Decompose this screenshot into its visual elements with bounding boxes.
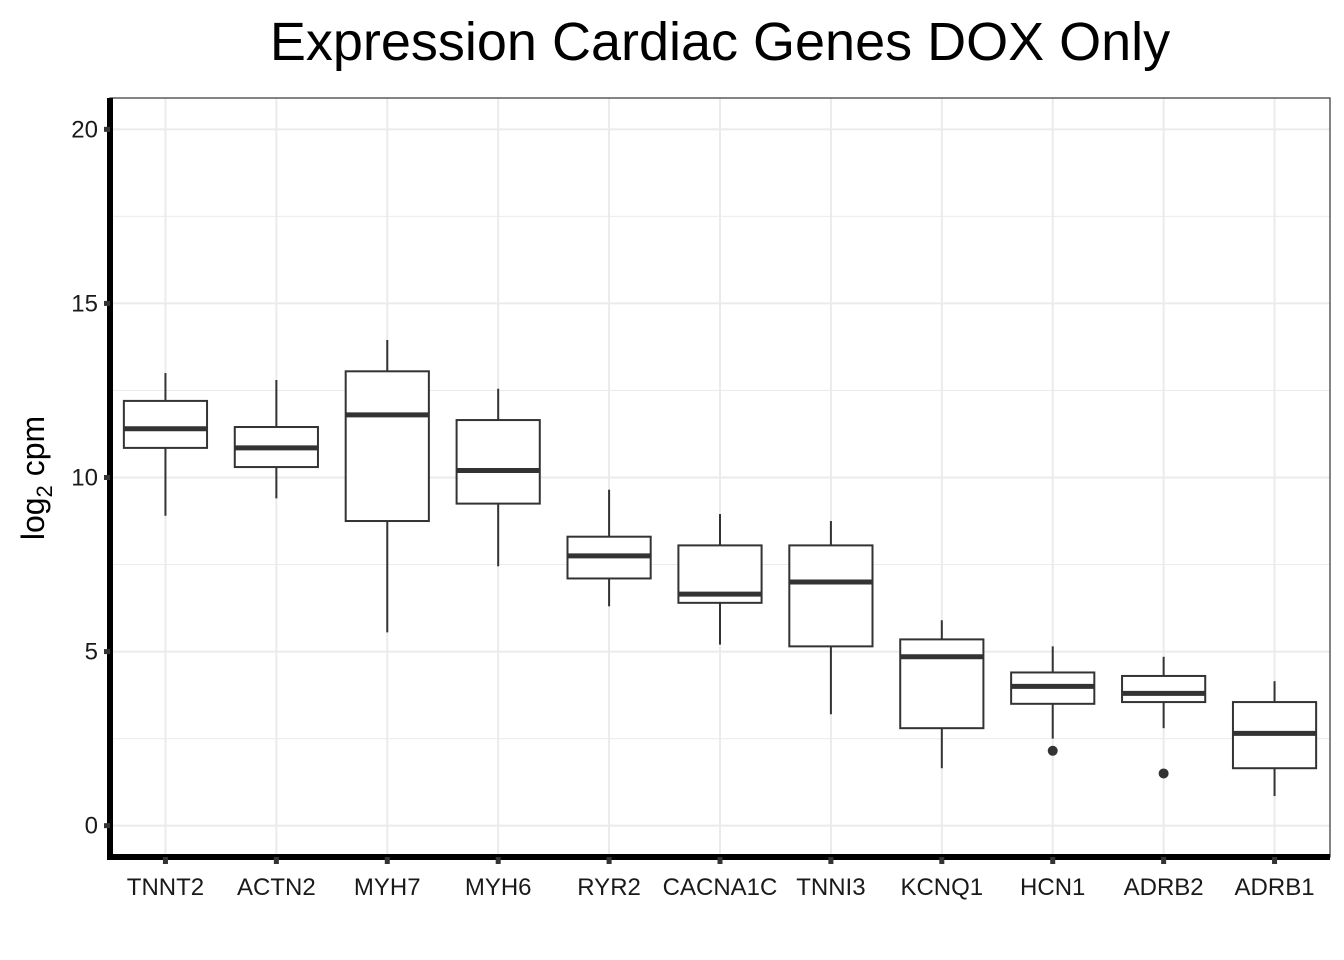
- y-tick-label: 15: [71, 290, 98, 317]
- box-actn2: [233, 380, 319, 499]
- x-tick-label: HCN1: [1020, 874, 1085, 901]
- y-tick-label: 5: [85, 639, 98, 666]
- iqr-box: [788, 544, 874, 648]
- iqr-box: [1121, 674, 1207, 704]
- x-tick-label: KCNQ1: [900, 874, 983, 901]
- x-tick-label: RYR2: [577, 874, 641, 901]
- box-myh6: [455, 388, 541, 567]
- y-axis-label-rest: cpm: [15, 416, 51, 485]
- x-tick-label: ACTN2: [237, 874, 316, 901]
- iqr-box: [122, 399, 209, 449]
- iqr-box: [899, 638, 985, 730]
- box-ryr2: [566, 489, 652, 607]
- box-myh7: [344, 339, 430, 633]
- box-tnnt2: [122, 373, 209, 516]
- iqr-box: [455, 419, 541, 505]
- y-tick-label: 20: [71, 116, 98, 143]
- box-tnni3: [788, 521, 874, 715]
- x-tick-label: MYH6: [465, 874, 532, 901]
- boxes: [122, 339, 1318, 797]
- x-tick-label: TNNT2: [127, 874, 204, 901]
- y-axis-label-main: log: [15, 497, 51, 540]
- y-axis-label-subscript: 2: [32, 485, 57, 497]
- x-tick-label: TNNI3: [796, 874, 865, 901]
- iqr-box: [344, 370, 430, 523]
- x-tick-label: CACNA1C: [663, 874, 778, 901]
- box-hcn1: [1010, 646, 1096, 756]
- outlier-point: [1158, 768, 1169, 779]
- axes: 0 5 10 15 20 TNNT2 ACTN2 MYH7 MYH6 RYR2 CACNA1C TNN…: [71, 98, 1330, 901]
- x-tick-label: ADRB2: [1124, 874, 1204, 901]
- grid-lines: [109, 97, 1331, 858]
- box-cacna1c: [677, 514, 763, 645]
- y-axis-label: log2 cpm: [15, 416, 57, 540]
- y-tick-label: 10: [71, 465, 98, 492]
- outlier-point: [1047, 745, 1058, 756]
- x-tick-label: ADRB1: [1235, 874, 1315, 901]
- y-tick-label: 0: [85, 813, 98, 840]
- box-kcnq1: [899, 620, 985, 769]
- chart-title: Expression Cardiac Genes DOX Only: [270, 12, 1170, 72]
- box-adrb1: [1231, 681, 1318, 797]
- box-adrb2: [1121, 656, 1207, 779]
- x-tick-label: MYH7: [354, 874, 421, 901]
